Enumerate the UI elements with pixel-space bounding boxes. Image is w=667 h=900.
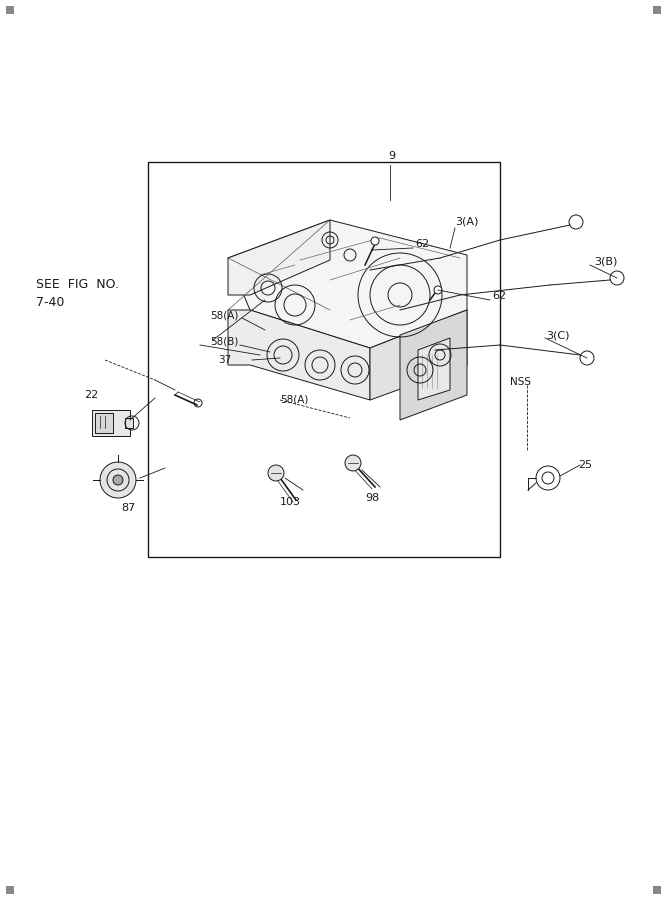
Circle shape: [113, 475, 123, 485]
Text: 25: 25: [578, 460, 592, 470]
Bar: [148, 162, 500, 557]
Bar: [653, 886, 661, 894]
Text: 58(A): 58(A): [210, 310, 238, 320]
Circle shape: [345, 455, 361, 471]
Text: 98: 98: [365, 493, 379, 503]
Text: 58(B): 58(B): [210, 337, 238, 347]
Text: 37: 37: [218, 355, 231, 365]
Text: SEE  FIG  NO.: SEE FIG NO.: [36, 278, 119, 292]
Text: 62: 62: [415, 239, 429, 249]
Polygon shape: [228, 220, 467, 348]
Text: 3(B): 3(B): [594, 257, 618, 267]
Bar: [92, 410, 130, 436]
Text: NSS: NSS: [510, 377, 531, 387]
Text: 58(A): 58(A): [280, 395, 308, 405]
Text: 3(C): 3(C): [546, 330, 570, 340]
Polygon shape: [400, 310, 467, 420]
Text: 87: 87: [121, 503, 135, 513]
Bar: [6, 886, 14, 894]
Bar: [125, 418, 133, 428]
Text: 103: 103: [279, 497, 301, 507]
Polygon shape: [370, 310, 467, 400]
Circle shape: [268, 465, 284, 481]
Circle shape: [434, 286, 442, 294]
Polygon shape: [418, 338, 450, 400]
Bar: [653, 6, 661, 14]
Polygon shape: [228, 220, 330, 295]
Polygon shape: [228, 310, 370, 400]
Text: 3(A): 3(A): [455, 217, 478, 227]
Circle shape: [371, 237, 379, 245]
Bar: [95, 413, 113, 433]
Text: 22: 22: [84, 390, 98, 400]
Circle shape: [100, 462, 136, 498]
Text: 62: 62: [492, 291, 506, 301]
Bar: [6, 6, 14, 14]
Text: 7-40: 7-40: [36, 295, 65, 309]
Text: 9: 9: [388, 151, 396, 161]
